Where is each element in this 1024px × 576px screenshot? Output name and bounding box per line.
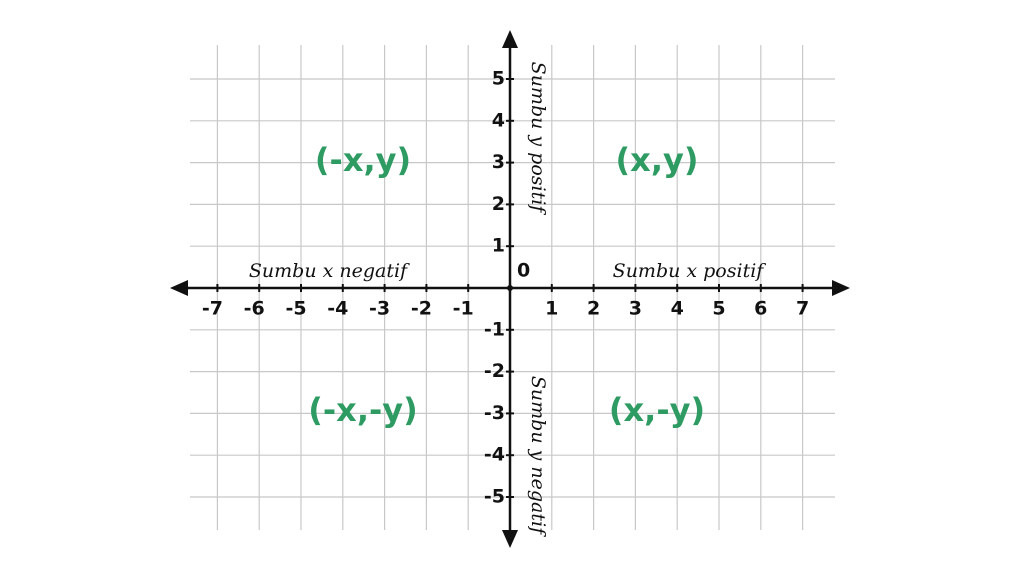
quadrant-label: (x,-y)	[609, 391, 705, 429]
y-tick-label: 5	[492, 68, 505, 90]
y-negative-label: Sumbu y negatif	[527, 376, 549, 537]
origin-dot	[507, 285, 513, 291]
x-tick-label: -2	[411, 298, 432, 320]
y-tick-label: -3	[484, 402, 505, 424]
x-tick-label: -7	[202, 298, 223, 320]
y-tick-label: 1	[492, 235, 505, 257]
y-tick-label: 4	[492, 109, 505, 131]
quadrant-label: (-x,y)	[315, 141, 411, 179]
y-tick-label: -5	[484, 486, 505, 508]
x-axis-arrow-right	[832, 280, 850, 296]
x-tick-label: 2	[587, 298, 600, 320]
x-tick-label: 4	[671, 298, 684, 320]
y-tick-label: -2	[484, 360, 505, 382]
x-tick-label: 5	[712, 298, 725, 320]
quadrant-label: (x,y)	[616, 141, 699, 179]
x-tick-label: -5	[285, 298, 306, 320]
y-tick-label: -4	[484, 444, 505, 466]
x-tick-label: -3	[369, 298, 390, 320]
x-negative-label: Sumbu x negatif	[249, 260, 410, 282]
x-positive-label: Sumbu x positif	[613, 260, 767, 282]
x-tick-label: 6	[754, 298, 767, 320]
x-tick-label: -6	[244, 298, 265, 320]
y-tick-label: 3	[492, 151, 505, 173]
x-tick-label: -1	[453, 298, 474, 320]
y-tick-label: -1	[484, 318, 505, 340]
x-tick-label: -4	[327, 298, 348, 320]
quadrant-label: (-x,-y)	[308, 391, 417, 429]
origin-label: 0	[517, 260, 530, 282]
x-tick-label: 7	[796, 298, 809, 320]
y-positive-label: Sumbu y positif	[527, 62, 549, 216]
y-tick-label: 2	[492, 193, 505, 215]
y-axis-arrow-bottom	[502, 530, 518, 548]
x-tick-label: 3	[629, 298, 642, 320]
y-axis-arrow-top	[502, 30, 518, 48]
x-tick-label: 1	[545, 298, 558, 320]
x-axis-arrow-left	[170, 280, 188, 296]
ticks: -7 -6 -5 -4 -3 -2 -1 1 2 3 4 5 6 7 -5 -4 -3 -2 -1 1 2 3 4 5	[202, 68, 809, 508]
